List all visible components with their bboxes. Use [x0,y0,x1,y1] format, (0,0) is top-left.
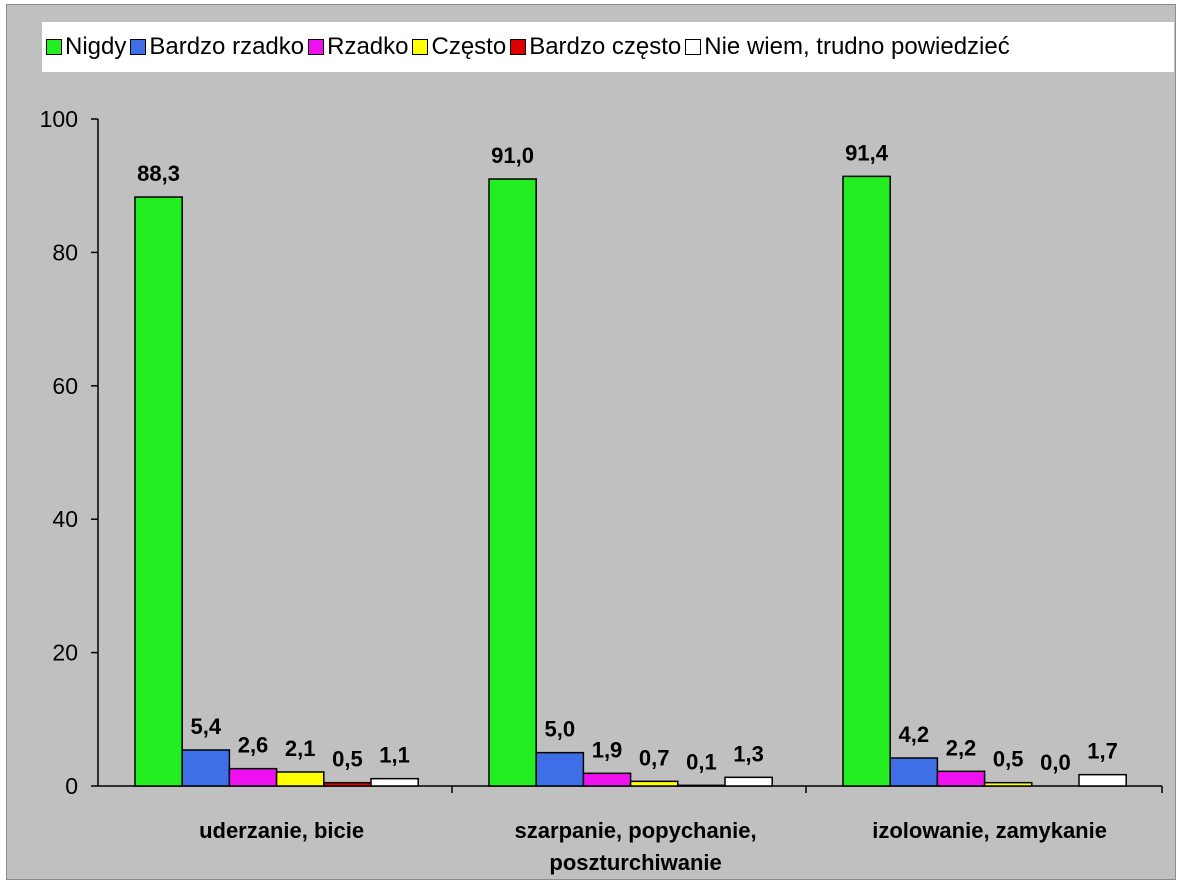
bar-2-0 [842,175,891,787]
legend-item-1: Bardzo rzadko [130,33,304,61]
legend-label-0: Nigdy [65,33,127,60]
legend-item-5: Nie wiem, trudno powiedzieć [685,33,1010,61]
data-label-1-2: 1,9 [592,737,623,762]
y-tick-label-4: 80 [52,239,78,265]
legend-label-4: Bardzo często [529,33,682,60]
data-label-0-0: 88,3 [137,161,180,186]
data-label-2-2: 2,2 [946,735,977,760]
category-label-2-0: izolowanie, zamykanie [872,818,1107,843]
bar-2-2 [936,770,986,787]
legend-item-3: Często [412,33,506,61]
category-label-1-1: poszturchiwanie [549,850,721,875]
legend-item-0: Nigdy [46,33,126,61]
chart-legend: Nigdy Bardzo rzadko Rzadko Często Bardzo czę… [42,22,1174,72]
bar-0-2 [228,767,278,787]
data-label-0-1: 5,4 [191,714,222,739]
legend-swatch-3 [412,39,429,55]
legend-item-2: Rzadko [308,33,408,61]
legend-swatch-1 [130,39,147,55]
data-label-0-4: 0,5 [332,747,363,772]
category-label-1-0: szarpanie, popychanie, [515,818,757,843]
bar-2-5 [1078,773,1127,787]
bar-1-1 [535,751,585,787]
legend-item-4: Bardzo często [510,33,681,61]
legend-swatch-5 [685,39,702,55]
bar-1-3 [629,780,679,787]
y-tick-label-2: 40 [52,506,78,532]
data-label-0-2: 2,6 [238,733,269,758]
data-label-2-1: 4,2 [899,722,930,747]
data-label-1-3: 0,7 [639,745,670,770]
data-label-0-3: 2,1 [285,736,316,761]
chart-frame [6,4,1176,880]
data-label-2-5: 1,7 [1087,739,1118,764]
data-label-1-5: 1,3 [733,741,764,766]
bar-1-2 [582,772,632,787]
bar-0-4 [323,781,372,787]
y-tick-label-3: 60 [52,373,78,399]
bar-1-4 [677,784,726,787]
bar-0-5 [370,777,419,787]
bar-0-3 [275,771,325,787]
data-label-0-5: 1,1 [379,743,410,768]
bar-2-3 [983,781,1033,787]
legend-swatch-0 [46,39,62,55]
legend-label-3: Często [431,33,507,60]
bar-0-0 [134,196,183,787]
legend-swatch-4 [510,39,527,55]
category-label-0-0: uderzanie, bicie [199,818,364,843]
bar-2-1 [889,757,939,787]
y-tick-label-1: 20 [52,640,78,666]
y-tick-label-5: 100 [40,106,78,132]
data-label-2-4: 0,0 [1040,750,1071,775]
legend-label-2: Rzadko [327,33,409,60]
data-label-1-1: 5,0 [545,717,576,742]
legend-label-1: Bardzo rzadko [149,33,305,60]
data-label-1-0: 91,0 [491,143,534,168]
y-tick-label-0: 0 [65,773,78,799]
bar-0-1 [181,749,231,787]
legend-label-5: Nie wiem, trudno powiedzieć [704,33,1010,60]
data-label-1-4: 0,1 [686,749,717,774]
bar-1-0 [488,178,537,787]
data-label-2-0: 91,4 [845,140,889,165]
data-label-2-3: 0,5 [993,747,1024,772]
legend-swatch-2 [308,39,325,55]
bar-1-5 [724,776,773,787]
